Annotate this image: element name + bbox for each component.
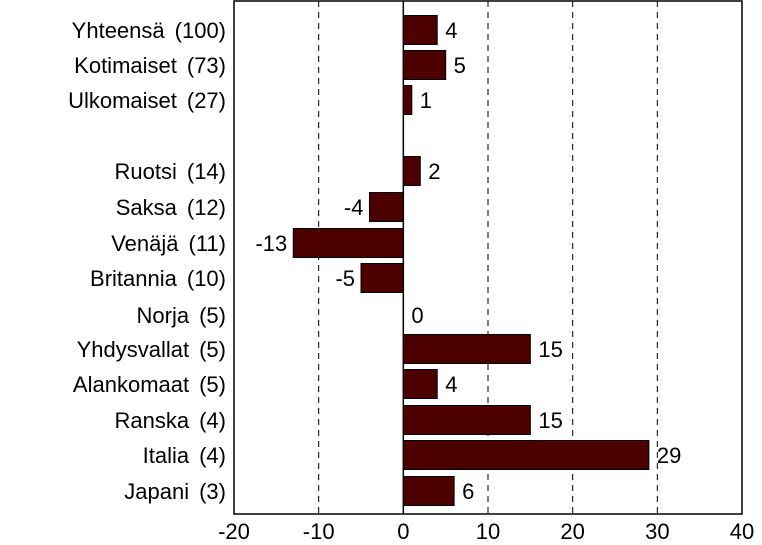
value-label-7: 0 (411, 303, 423, 328)
category-weight-4: (12) (187, 195, 226, 220)
x-axis-ticks: -20 -10 0 10 20 30 40 (218, 519, 754, 544)
value-label-12: 6 (462, 479, 474, 504)
bar-9 (402, 369, 438, 399)
x-tick-label-3: 10 (476, 519, 500, 544)
bar-6 (360, 263, 404, 293)
category-weight-7: (5) (199, 303, 226, 328)
category-name-12: Japani (124, 479, 189, 504)
category-name-3: Ruotsi (115, 159, 177, 184)
value-label-6: -5 (335, 266, 355, 291)
category-weight-8: (5) (199, 337, 226, 362)
value-label-11: 29 (657, 443, 681, 468)
bar-0 (402, 15, 438, 45)
bar-11 (402, 440, 650, 470)
value-label-0: 4 (445, 18, 457, 43)
bar-5 (292, 228, 404, 258)
category-name-7: Norja (137, 303, 190, 328)
bar-12 (402, 476, 455, 506)
x-tick-label-2: 0 (397, 519, 409, 544)
category-name-10: Ranska (115, 408, 190, 433)
value-label-5: -13 (255, 231, 287, 256)
value-label-10: 15 (538, 408, 562, 433)
x-tick-label-1: -10 (303, 519, 335, 544)
value-label-1: 5 (454, 53, 466, 78)
value-label-8: 15 (538, 337, 562, 362)
category-name-9: Alankomaat (73, 372, 189, 397)
category-name-4: Saksa (116, 195, 178, 220)
plot-frame (233, 0, 743, 515)
x-tick-label-6: 40 (730, 519, 754, 544)
category-weight-6: (10) (187, 266, 226, 291)
bar-4 (368, 192, 404, 222)
bar-2 (402, 85, 413, 115)
x-tick-label-5: 30 (645, 519, 669, 544)
bar-10 (402, 405, 531, 435)
category-name-8: Yhdysvallat (77, 337, 190, 362)
category-weight-12: (3) (199, 479, 226, 504)
value-label-4: -4 (344, 195, 364, 220)
bar-3 (402, 156, 421, 186)
category-weight-10: (4) (199, 408, 226, 433)
category-weight-11: (4) (199, 443, 226, 468)
category-labels: (100) Yhteensä (73) Kotimaiset (27) Ulkomaise… (68, 18, 226, 504)
category-name-0: Yhteensä (72, 18, 166, 43)
value-label-9: 4 (445, 372, 457, 397)
category-name-6: Britannia (90, 266, 178, 291)
value-labels: 4 51 2 -4 -13 -5 0 15 4 15 29 6 (255, 18, 681, 504)
category-name-2: Ulkomaiset (68, 88, 177, 113)
category-weight-1: (73) (187, 53, 226, 78)
category-weight-2: (27) (187, 88, 226, 113)
value-label-3: 2 (428, 159, 440, 184)
bar-8 (402, 334, 531, 364)
category-name-11: Italia (143, 443, 190, 468)
category-weight-5: (11) (189, 231, 227, 256)
value-label-2: 1 (420, 88, 432, 113)
category-name-1: Kotimaiset (74, 53, 177, 78)
x-tick-label-0: -20 (218, 519, 250, 544)
category-weight-0: (100) (175, 18, 226, 43)
bars (292, 15, 650, 506)
category-name-5: Venäjä (111, 231, 179, 256)
x-tick-label-4: 20 (560, 519, 584, 544)
bar-1 (402, 50, 447, 80)
category-weight-9: (5) (199, 372, 226, 397)
category-weight-3: (14) (187, 159, 226, 184)
